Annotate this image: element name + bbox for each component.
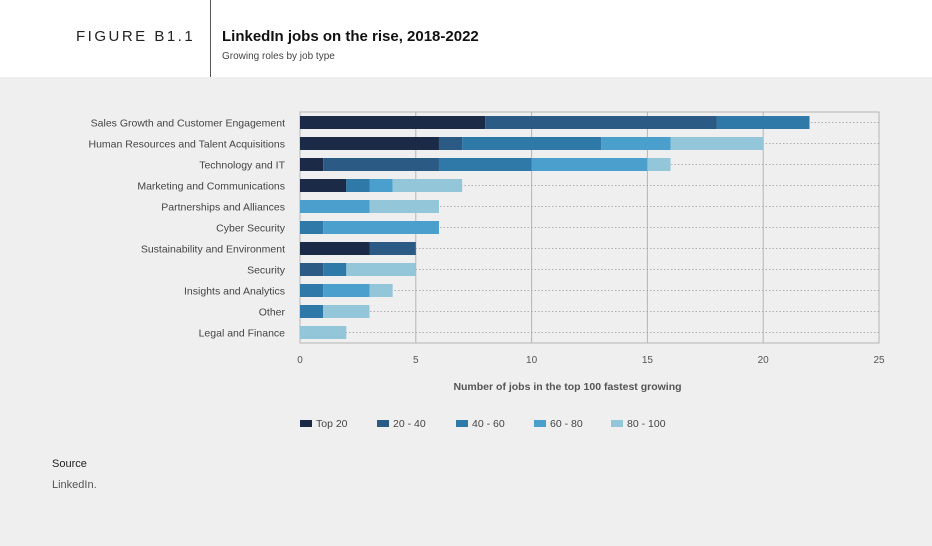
x-tick-label: 25 [873,355,885,366]
legend-label: Top 20 [316,418,348,430]
legend-swatch [456,420,468,427]
x-axis-label: Number of jobs in the top 100 fastest gr… [453,381,681,393]
bar-segment [300,263,324,276]
y-category-label: Sustainability and Environment [141,244,285,256]
y-category-label: Partnerships and Alliances [161,202,285,214]
bar-segment [438,137,463,150]
source-title: Source [52,458,87,470]
legend-swatch [300,420,312,427]
bar-segment [369,179,393,192]
bar-segment [485,116,717,129]
bar-segment [323,221,439,234]
y-category-label: Marketing and Communications [137,181,285,193]
legend-label: 20 - 40 [393,418,426,430]
legend-label: 80 - 100 [627,418,666,430]
bar-segment [300,221,324,234]
y-category-label: Human Resources and Talent Acquisitions [88,139,285,151]
legend-swatch [377,420,389,427]
bar-segment [300,305,324,318]
bar-segment [300,242,370,255]
bar-segment [300,158,324,171]
bar-segment [346,263,416,276]
y-category-label: Technology and IT [199,160,285,172]
figure-subtitle: Growing roles by job type [222,51,335,62]
header-divider [210,0,211,77]
bar-segment [438,158,532,171]
bar-segment [369,200,439,213]
bar-segment [323,305,370,318]
bar-segment [462,137,602,150]
bar-segment [300,200,370,213]
bar-segment [300,179,347,192]
x-tick-label: 5 [413,355,419,366]
y-category-label: Security [247,265,286,277]
legend-swatch [611,420,623,427]
bar-segment [647,158,671,171]
bar-segment [716,116,810,129]
x-tick-label: 0 [297,355,303,366]
y-category-label: Legal and Finance [199,328,286,340]
bar-segment [323,263,347,276]
x-tick-label: 20 [758,355,770,366]
legend-swatch [534,420,546,427]
y-category-label: Sales Growth and Customer Engagement [91,118,285,130]
bar-segment [300,284,324,297]
bar-segment [369,242,416,255]
bar-segment [531,158,648,171]
x-tick-label: 10 [526,355,538,366]
x-tick-label: 15 [642,355,654,366]
y-category-label: Insights and Analytics [184,286,285,298]
bar-segment [300,326,347,339]
bar-segment [670,137,764,150]
bar-segment [323,158,439,171]
bar-segment [369,284,393,297]
figure-label: FIGURE B1.1 [76,28,196,45]
bar-segment [300,116,486,129]
bar-segment [392,179,463,192]
bar-segment [323,284,370,297]
legend-label: 40 - 60 [472,418,505,430]
source-text: LinkedIn. [52,479,97,491]
figure-header: FIGURE B1.1 LinkedIn jobs on the rise, 2… [0,0,932,77]
bar-segment [300,137,439,150]
figure-title: LinkedIn jobs on the rise, 2018-2022 [222,28,479,45]
legend-label: 60 - 80 [550,418,583,430]
bar-segment [601,137,671,150]
y-category-label: Other [259,307,286,319]
bar-segment [346,179,370,192]
stacked-bar-chart: 0 5 10 15 20 25 Sales Growth and Customer Enga… [88,111,885,430]
y-category-label: Cyber Security [216,223,286,235]
